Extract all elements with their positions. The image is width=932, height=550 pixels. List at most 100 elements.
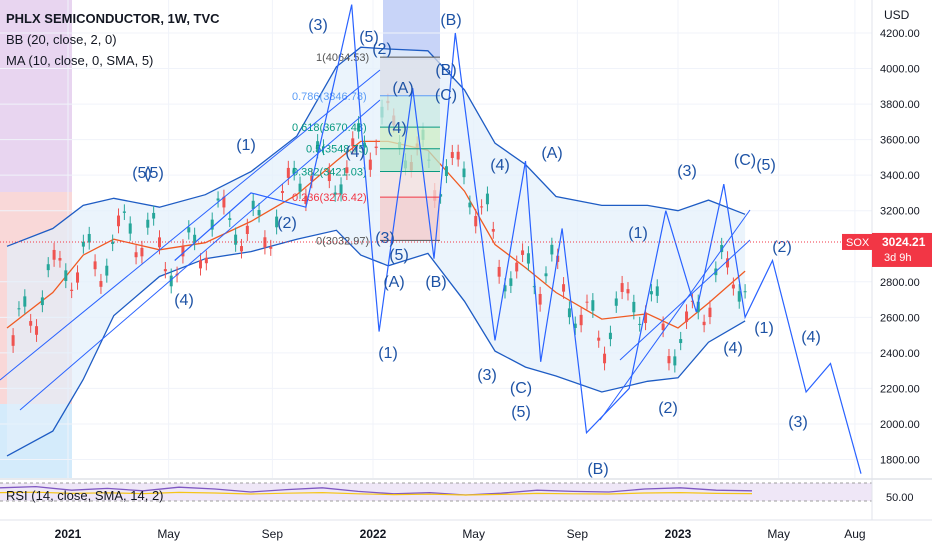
wave-label: (4) — [801, 329, 821, 346]
candle-body — [644, 312, 648, 324]
fib-zone — [380, 171, 440, 198]
candle-body — [239, 246, 243, 252]
candle-body — [117, 215, 121, 227]
channel-line[interactable] — [599, 209, 751, 421]
fib-label: 0.618(3670.48) — [292, 122, 367, 134]
channel-line[interactable] — [19, 99, 381, 411]
rsi-ma-line[interactable] — [0, 491, 753, 496]
candle-body — [93, 261, 97, 270]
candle-body — [140, 247, 144, 257]
candle-body — [509, 278, 513, 286]
wave-path[interactable] — [174, 4, 862, 474]
symbol-title[interactable]: PHLX SEMICONDUCTOR, 1W, TVC — [6, 11, 220, 26]
candle-body — [491, 228, 495, 232]
wave-label: (1) — [628, 225, 648, 242]
candle-body — [35, 326, 39, 335]
wave-label: (3) — [788, 414, 808, 431]
candle-body — [76, 272, 80, 283]
price-tick-label: 1800.00 — [880, 455, 920, 467]
candle-body — [456, 151, 460, 160]
candle-body — [234, 234, 238, 245]
wave-label: (A) — [383, 274, 404, 291]
candle-body — [497, 266, 501, 277]
candle-body — [532, 286, 536, 288]
candle-body — [731, 284, 735, 289]
candle-body — [708, 307, 712, 318]
candle-body — [58, 258, 62, 261]
wave-label: (A) — [392, 80, 413, 97]
candle-body — [269, 246, 273, 249]
wave-label: (4) — [490, 157, 510, 174]
price-tick-label: 4200.00 — [880, 28, 920, 40]
candle-body — [64, 270, 68, 282]
rsi-tick-label: 50.00 — [886, 492, 914, 504]
wave-label: (5) — [359, 29, 379, 46]
wave-label: (3) — [308, 17, 328, 34]
candle-body — [368, 159, 372, 170]
candle-body — [216, 198, 220, 201]
candle-body — [181, 246, 185, 257]
sox-tag — [842, 233, 872, 250]
channel-line[interactable] — [0, 69, 381, 381]
bb-indicator-label[interactable]: BB (20, close, 2, 0) — [6, 32, 117, 47]
candle-body — [222, 196, 226, 208]
time-tick-label: Aug — [844, 527, 865, 541]
time-tick-label: 2021 — [55, 527, 82, 541]
wave-label: (2) — [277, 215, 297, 232]
candle-body — [444, 166, 448, 177]
time-tick-label: 2023 — [665, 527, 692, 541]
wave-label: (1) — [378, 345, 398, 362]
candle-body — [608, 332, 612, 340]
fib-label: 1(4064.53) — [316, 52, 369, 64]
candle-body — [46, 264, 50, 271]
time-tick-label: Sep — [262, 527, 284, 541]
candle-body — [357, 123, 361, 132]
candle-body — [597, 337, 601, 341]
time-tick-label: Sep — [567, 527, 589, 541]
bb-upper-line[interactable] — [6, 46, 746, 247]
candle-body — [585, 301, 589, 303]
candle-body — [275, 216, 279, 228]
candle-body — [726, 258, 730, 268]
candle-body — [702, 321, 706, 326]
candle-body — [632, 301, 636, 313]
wave-label: (4) — [174, 292, 194, 309]
candle-body — [298, 183, 302, 192]
candle-body — [193, 234, 197, 244]
candle-body — [70, 289, 74, 291]
candle-body — [81, 241, 85, 247]
candle-body — [696, 301, 700, 313]
wave-label: (B) — [425, 274, 446, 291]
candle-body — [690, 300, 694, 302]
candle-body — [544, 273, 548, 277]
candle-body — [316, 141, 320, 152]
wave-label: (2) — [658, 400, 678, 417]
candle-body — [292, 167, 296, 174]
wave-label: (5) — [144, 165, 164, 182]
rsi-indicator-label[interactable]: RSI (14, close, SMA, 14, 2) — [6, 488, 164, 503]
candle-body — [462, 168, 466, 178]
price-tick-label: 2200.00 — [880, 383, 920, 395]
price-tag-value: 3024.21 — [882, 235, 926, 249]
zone-purple — [0, 0, 72, 192]
candle-body — [614, 298, 618, 306]
candle-body — [345, 167, 349, 173]
candle-body — [603, 353, 607, 364]
ma-indicator-label[interactable]: MA (10, close, 0, SMA, 5) — [6, 53, 154, 68]
candle-body — [304, 195, 308, 204]
rsi-band — [0, 483, 872, 501]
price-tick-label: 2600.00 — [880, 312, 920, 324]
candle-body — [286, 167, 290, 178]
price-tick-label: 4000.00 — [880, 64, 920, 76]
candle-body — [685, 311, 689, 322]
candle-body — [573, 323, 577, 328]
price-tick-label: 2800.00 — [880, 277, 920, 289]
wave-label: (3) — [375, 230, 395, 247]
candle-body — [720, 244, 724, 253]
rsi-line[interactable] — [0, 485, 753, 496]
price-tag-countdown: 3d 9h — [884, 252, 912, 264]
channel-line[interactable] — [619, 239, 751, 361]
currency-label: USD — [884, 8, 910, 22]
